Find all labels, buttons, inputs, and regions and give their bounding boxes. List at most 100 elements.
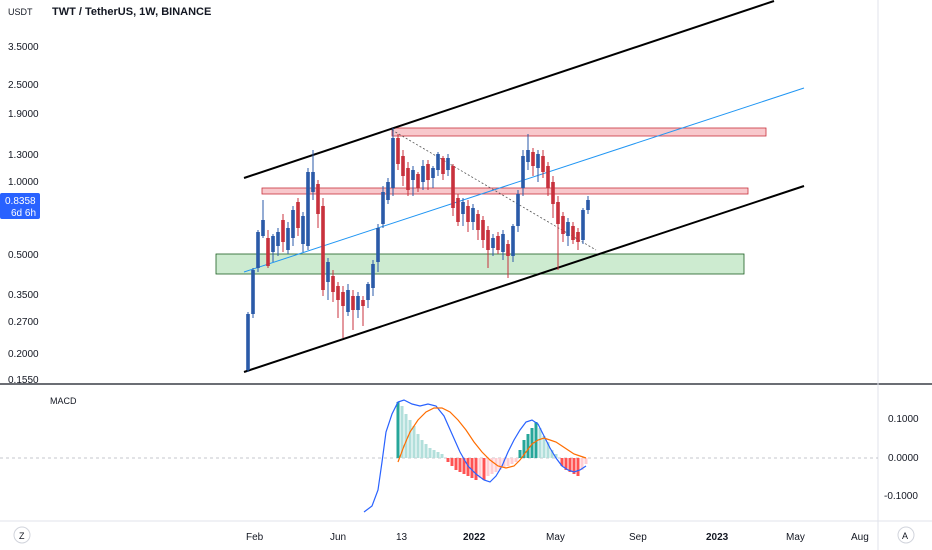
candles-layer[interactable] <box>246 128 590 372</box>
candle[interactable] <box>496 232 500 254</box>
support-zone[interactable] <box>215 253 745 275</box>
candle[interactable] <box>301 212 305 252</box>
candle[interactable] <box>471 204 475 230</box>
candle[interactable] <box>391 128 395 196</box>
candle[interactable] <box>271 234 275 262</box>
candle[interactable] <box>436 152 440 176</box>
candle[interactable] <box>541 150 545 178</box>
candle-body <box>296 202 300 228</box>
candle-body <box>426 164 430 180</box>
macd-label: MACD <box>50 396 77 406</box>
candle[interactable] <box>421 160 425 190</box>
candle[interactable] <box>351 290 355 330</box>
auto-scale-button[interactable]: A <box>897 526 915 544</box>
candle[interactable] <box>346 284 350 316</box>
candle[interactable] <box>566 218 570 246</box>
price-axis-label: 1.9000 <box>8 109 39 120</box>
channel-upper-line[interactable] <box>243 0 775 179</box>
candle[interactable] <box>266 230 270 268</box>
macd-histogram-bar <box>412 426 416 458</box>
candle[interactable] <box>406 162 410 196</box>
candle[interactable] <box>366 282 370 308</box>
candle[interactable] <box>336 282 340 318</box>
candle[interactable] <box>411 166 415 196</box>
candle-body <box>451 166 455 208</box>
candle[interactable] <box>386 178 390 204</box>
candle[interactable] <box>341 286 345 338</box>
resistance-zone-lower[interactable] <box>261 187 749 195</box>
candle[interactable] <box>546 162 550 196</box>
candle[interactable] <box>556 196 560 270</box>
candle[interactable] <box>251 268 255 318</box>
candle-body <box>561 216 565 234</box>
candle[interactable] <box>476 210 480 240</box>
candle[interactable] <box>376 224 380 272</box>
candle[interactable] <box>501 230 505 260</box>
candle[interactable] <box>581 208 585 244</box>
candle[interactable] <box>296 198 300 236</box>
candle[interactable] <box>286 222 290 254</box>
candle[interactable] <box>586 196 590 214</box>
candle[interactable] <box>276 228 280 256</box>
candle[interactable] <box>486 226 490 268</box>
candle[interactable] <box>481 216 485 248</box>
candle[interactable] <box>321 198 325 296</box>
candle[interactable] <box>326 258 330 300</box>
candle[interactable] <box>551 176 555 218</box>
time-axis-label: 2023 <box>706 532 729 543</box>
macd-line[interactable] <box>363 399 587 513</box>
candle-body <box>346 290 350 312</box>
candle[interactable] <box>446 154 450 176</box>
candle-body <box>366 284 370 300</box>
candle[interactable] <box>246 312 250 372</box>
candle-body <box>566 222 570 236</box>
candle[interactable] <box>461 198 465 226</box>
candle[interactable] <box>526 134 530 170</box>
candle[interactable] <box>256 230 260 272</box>
candle[interactable] <box>311 150 315 200</box>
candle[interactable] <box>456 194 460 226</box>
macd-histogram-bar <box>514 458 518 462</box>
candle[interactable] <box>281 214 285 252</box>
candle[interactable] <box>306 168 310 250</box>
price-axis-label: 0.1550 <box>8 375 39 386</box>
candle[interactable] <box>416 172 420 192</box>
candle[interactable] <box>261 200 265 238</box>
candle[interactable] <box>576 228 580 250</box>
candle[interactable] <box>511 224 515 262</box>
candle[interactable] <box>431 166 435 188</box>
candle[interactable] <box>451 164 455 216</box>
candle[interactable] <box>381 186 385 228</box>
candle[interactable] <box>466 200 470 232</box>
candle[interactable] <box>361 296 365 326</box>
time-axis[interactable]: Feb Jun 13 2022 May Sep 2023 May Aug <box>246 532 869 543</box>
candle[interactable] <box>441 156 445 180</box>
candle-body <box>456 198 460 222</box>
candle[interactable] <box>506 240 510 278</box>
channel-lower-line[interactable] <box>243 185 805 373</box>
candle-body <box>446 158 450 170</box>
candle[interactable] <box>516 190 520 232</box>
candle[interactable] <box>571 222 575 244</box>
candle[interactable] <box>396 134 400 170</box>
candle[interactable] <box>426 160 430 190</box>
candle[interactable] <box>491 234 495 256</box>
drawings-layer[interactable] <box>215 0 805 373</box>
candle[interactable] <box>316 180 320 228</box>
candle[interactable] <box>371 260 375 296</box>
candle[interactable] <box>531 148 535 176</box>
candle[interactable] <box>521 150 525 196</box>
price-axis-label: 1.3000 <box>8 150 39 161</box>
candle[interactable] <box>291 206 295 246</box>
resistance-zone-upper[interactable] <box>391 127 767 137</box>
candle[interactable] <box>401 150 405 186</box>
candle[interactable] <box>536 150 540 182</box>
candle[interactable] <box>356 292 360 318</box>
candle[interactable] <box>561 212 565 242</box>
current-price-badge[interactable]: 0.8358 6d 6h <box>0 193 40 219</box>
signal-line[interactable] <box>397 407 587 469</box>
zoom-button[interactable]: Z <box>13 526 31 544</box>
candle[interactable] <box>331 270 335 302</box>
macd-histogram-bar <box>490 458 494 474</box>
